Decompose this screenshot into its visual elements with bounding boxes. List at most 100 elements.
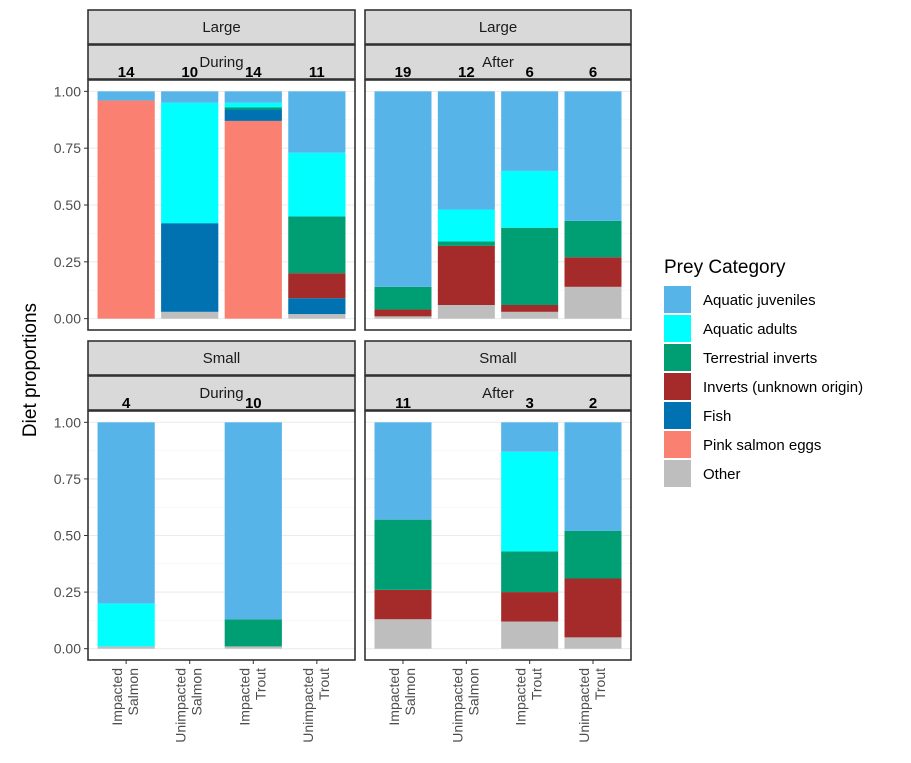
- bar-segment-aquatic-adults: [97, 603, 155, 647]
- x-tick-label-line: Salmon: [125, 668, 141, 715]
- count-label: 6: [525, 64, 533, 81]
- y-tick-label: 1.00: [54, 414, 81, 430]
- strip-period-label: After: [482, 385, 514, 402]
- legend-item-aquatic-adults: Aquatic adults: [664, 315, 797, 342]
- panel-border: [364, 79, 632, 331]
- bar-segment-aquatic-juveniles: [161, 91, 219, 103]
- strip-period: [364, 375, 632, 411]
- bar-segment-aquatic-juveniles: [437, 91, 495, 210]
- bar-segment-aquatic-juveniles: [374, 422, 432, 520]
- bars: [374, 422, 622, 649]
- legend-label: Inverts (unknown origin): [703, 379, 863, 396]
- x-tick-label: UnimpactedSalmon: [173, 668, 205, 743]
- legend-item-other: Other: [664, 460, 741, 487]
- bar-segment-terrestrial-inverts: [564, 220, 622, 258]
- x-tick-label: UnimpactedSalmon: [449, 668, 481, 743]
- bar-segment-inverts-unknown-origin: [374, 309, 432, 317]
- legend-key: [664, 431, 691, 458]
- bar-segment-other: [224, 646, 282, 649]
- y-tick-label: 0.75: [54, 471, 81, 487]
- y-tick-label: 0.00: [54, 641, 81, 657]
- bar-segment-aquatic-adults: [224, 102, 282, 108]
- legend-key: [664, 315, 691, 342]
- count-label: 11: [395, 395, 411, 412]
- legend-item-aquatic-juveniles: Aquatic juveniles: [664, 286, 816, 313]
- x-tick-label-line: Impacted: [513, 668, 529, 726]
- legend-item-terrestrial-inverts: Terrestrial inverts: [664, 344, 817, 371]
- count-label: 3: [525, 395, 533, 412]
- x-tick-label-line: Unimpacted: [300, 668, 316, 743]
- x-tick-label-line: Impacted: [386, 668, 402, 726]
- bar-segment-aquatic-adults: [437, 209, 495, 242]
- bar-segment-inverts-unknown-origin: [564, 578, 622, 638]
- bar-segment-other: [288, 314, 346, 319]
- y-tick-label: 0.25: [54, 584, 81, 600]
- legend-key: [664, 460, 691, 487]
- strip-period: [87, 44, 356, 80]
- bars: [97, 422, 282, 649]
- bar-segment-terrestrial-inverts: [564, 530, 622, 579]
- bar-segment-fish: [288, 298, 346, 315]
- count-label: 2: [589, 395, 597, 412]
- bar-segment-terrestrial-inverts: [501, 551, 559, 593]
- strip-size-label: Small: [479, 350, 517, 367]
- x-tick-label-line: Trout: [316, 668, 332, 700]
- panel-large-after: Large After 19 12 6 6: [364, 9, 632, 331]
- strip-period: [364, 44, 632, 80]
- x-tick-label-line: Impacted: [109, 668, 125, 726]
- x-tick-label-line: Trout: [529, 668, 545, 700]
- x-tick-label-line: Impacted: [236, 668, 252, 726]
- x-tick-label-line: Unimpacted: [576, 668, 592, 743]
- legend: Prey Category Aquatic juveniles Aquatic ad…: [664, 257, 863, 487]
- legend-label: Pink salmon eggs: [703, 437, 821, 454]
- y-tick-label: 0.50: [54, 528, 81, 544]
- count-label: 10: [181, 64, 198, 81]
- legend-label: Aquatic adults: [703, 321, 797, 338]
- y-tick-label: 1.00: [54, 83, 81, 99]
- legend-item-fish: Fish: [664, 402, 731, 429]
- x-tick-label-line: Unimpacted: [173, 668, 189, 743]
- strip-period-label: During: [199, 385, 243, 402]
- strip-size-label: Large: [479, 19, 517, 36]
- y-axis: 0.00 0.25 0.50 0.75 1.00: [54, 83, 88, 327]
- strip-size: [87, 9, 356, 45]
- bar-segment-inverts-unknown-origin: [564, 257, 622, 287]
- x-tick-label: ImpactedTrout: [513, 668, 545, 726]
- bar-segment-other: [161, 311, 219, 319]
- x-tick-label-line: Trout: [592, 668, 608, 700]
- bar-segment-inverts-unknown-origin: [374, 589, 432, 620]
- bar-segment-aquatic-adults: [501, 451, 559, 552]
- count-label: 10: [245, 395, 262, 412]
- panel-small-during: Small During 4 10 0.00 0.25 0.50 0.75 1.00 Impact…: [54, 340, 356, 743]
- bar-segment-aquatic-juveniles: [288, 91, 346, 153]
- strip-size: [364, 9, 632, 45]
- x-tick-label-line: Salmon: [402, 668, 418, 715]
- bar-segment-other: [501, 621, 559, 649]
- count-label: 12: [458, 64, 475, 81]
- bar-segment-aquatic-juveniles: [97, 422, 155, 604]
- legend-label: Terrestrial inverts: [703, 350, 817, 367]
- bar-segment-aquatic-adults: [501, 170, 559, 228]
- bar-segment-inverts-unknown-origin: [437, 245, 495, 305]
- legend-item-inverts-unknown-origin: Inverts (unknown origin): [664, 373, 863, 400]
- count-label: 6: [589, 64, 597, 81]
- legend-key: [664, 286, 691, 313]
- bar-segment-aquatic-adults: [288, 152, 346, 217]
- bar-segment-pink-salmon-eggs: [224, 120, 282, 319]
- x-tick-label: UnimpactedTrout: [300, 668, 332, 743]
- bar-segment-terrestrial-inverts: [501, 227, 559, 305]
- x-tick-label: ImpactedSalmon: [386, 668, 418, 726]
- strip-size: [87, 340, 356, 376]
- bar-segment-aquatic-juveniles: [501, 422, 559, 452]
- legend-label: Aquatic juveniles: [703, 292, 816, 309]
- bar-segment-aquatic-juveniles: [97, 91, 155, 101]
- bar-segment-terrestrial-inverts: [288, 216, 346, 274]
- y-tick-label: 0.00: [54, 311, 81, 327]
- y-tick-label: 0.50: [54, 197, 81, 213]
- bar-segment-terrestrial-inverts: [224, 619, 282, 647]
- bars: [97, 91, 346, 319]
- strip-period: [87, 375, 356, 411]
- bar-segment-other: [564, 637, 622, 649]
